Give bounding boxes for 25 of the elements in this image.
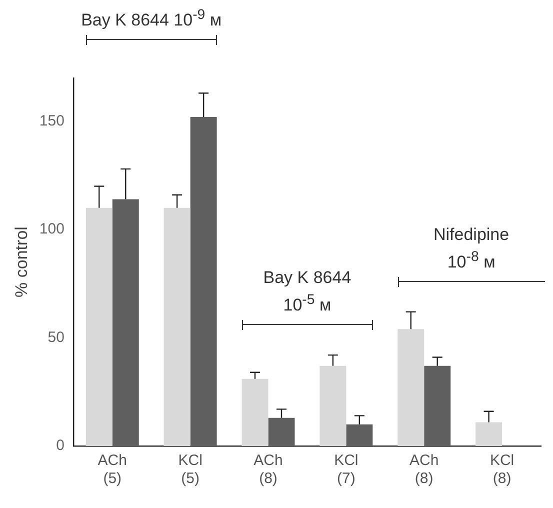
x-tick-label: ACh (8) [410,452,439,488]
bar [268,418,295,446]
bar [112,199,139,446]
annotation: Bay K 8644 10$^{-5}$ м [262,267,352,318]
bar [320,366,346,446]
x-tick-label: KCl (5) [178,452,202,488]
bar [476,422,502,446]
y-axis-title: % control [12,226,31,298]
bar [242,378,268,446]
y-tick-label: 0 [56,437,64,454]
y-tick-label: 150 [39,112,64,130]
bar [424,366,451,446]
bar [86,208,112,446]
bar [398,329,424,446]
annotation: Nifedipine 10$^{-8}$ м [432,224,510,274]
bar [190,116,217,446]
bar [346,424,373,446]
y-tick-label: 100 [39,220,64,238]
x-tick-label: KCl (8) [490,452,514,488]
x-tick-label: ACh (5) [98,452,127,488]
text: Bay K 8644 10$^{-9}$ м [80,6,223,32]
bar [164,208,190,446]
y-tick-label: 50 [48,328,64,346]
x-tick-label: ACh (8) [254,452,283,488]
x-tick-label: KCl (7) [334,452,358,488]
